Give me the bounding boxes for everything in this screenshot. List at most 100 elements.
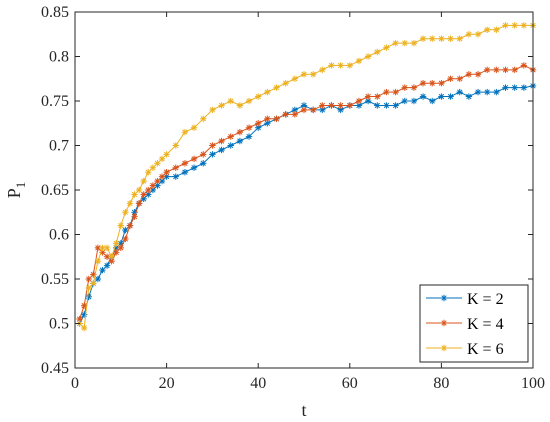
marker-stroke bbox=[484, 27, 490, 33]
data-point bbox=[511, 22, 518, 29]
marker-stroke bbox=[319, 67, 325, 73]
data-point bbox=[447, 35, 454, 42]
data-point bbox=[181, 169, 189, 176]
data-point bbox=[154, 177, 161, 185]
data-point bbox=[474, 71, 482, 78]
data-point bbox=[172, 142, 179, 149]
data-point bbox=[474, 88, 482, 96]
y-axis-label-subscript: 1 bbox=[13, 182, 28, 189]
marker-stroke bbox=[173, 142, 179, 149]
marker-stroke bbox=[163, 173, 170, 180]
marker-stroke bbox=[466, 93, 472, 100]
marker-stroke bbox=[493, 27, 500, 33]
data-point bbox=[383, 102, 390, 109]
marker-stroke bbox=[502, 22, 509, 29]
marker-stroke bbox=[392, 102, 399, 109]
marker-stroke bbox=[209, 142, 216, 149]
data-point bbox=[145, 186, 152, 194]
data-point bbox=[255, 93, 262, 100]
marker-stroke bbox=[447, 76, 454, 82]
marker-stroke bbox=[159, 156, 165, 162]
marker-stroke bbox=[145, 191, 151, 198]
data-point bbox=[264, 88, 271, 96]
marker-stroke bbox=[150, 165, 156, 171]
data-point bbox=[355, 97, 363, 105]
data-point bbox=[419, 35, 427, 42]
data-point bbox=[319, 102, 326, 109]
data-point bbox=[419, 80, 427, 87]
data-point bbox=[85, 275, 92, 283]
marker-stroke bbox=[392, 89, 399, 95]
marker-stroke bbox=[104, 245, 110, 251]
legend: K = 2 K = 4 K = 6 bbox=[419, 284, 529, 363]
marker-stroke bbox=[365, 93, 371, 100]
marker-stroke bbox=[438, 80, 445, 86]
data-point bbox=[374, 48, 381, 56]
x-tick-label: 20 bbox=[159, 375, 175, 392]
marker-stroke bbox=[337, 62, 344, 69]
data-point bbox=[346, 62, 353, 69]
marker-stroke bbox=[118, 240, 124, 247]
data-point bbox=[218, 146, 225, 154]
data-point bbox=[163, 169, 170, 176]
marker-stroke bbox=[136, 200, 142, 207]
data-point bbox=[282, 111, 289, 118]
data-point bbox=[163, 151, 170, 158]
data-point bbox=[85, 293, 92, 300]
data-point bbox=[140, 191, 147, 198]
marker-stroke bbox=[466, 71, 472, 77]
marker-stroke bbox=[122, 227, 129, 233]
data-point bbox=[383, 44, 390, 51]
y-tick-label: 0.65 bbox=[41, 182, 69, 199]
marker-stroke bbox=[191, 125, 197, 131]
marker-stroke bbox=[163, 151, 170, 158]
x-tick-label: 100 bbox=[521, 375, 545, 392]
data-point bbox=[103, 244, 111, 252]
marker-stroke bbox=[118, 245, 124, 251]
marker-stroke bbox=[328, 102, 335, 109]
data-point bbox=[401, 84, 408, 91]
data-point bbox=[410, 97, 418, 105]
data-point bbox=[447, 93, 454, 100]
data-point bbox=[103, 262, 111, 269]
marker-stroke bbox=[86, 276, 92, 282]
data-point bbox=[401, 39, 408, 47]
marker-stroke bbox=[127, 200, 133, 207]
data-point bbox=[154, 160, 161, 167]
marker-stroke bbox=[356, 102, 362, 109]
data-point bbox=[245, 133, 253, 140]
data-point bbox=[456, 88, 463, 96]
data-point bbox=[236, 102, 244, 109]
data-point bbox=[172, 164, 179, 171]
marker-stroke bbox=[209, 151, 216, 158]
data-point bbox=[209, 142, 216, 149]
marker-stroke bbox=[127, 222, 133, 229]
marker-stroke bbox=[218, 138, 225, 144]
data-point bbox=[108, 253, 115, 260]
data-point bbox=[158, 155, 166, 163]
data-point bbox=[520, 22, 528, 29]
data-point bbox=[135, 186, 143, 194]
marker-stroke bbox=[521, 62, 527, 69]
data-point bbox=[429, 97, 436, 105]
data-point bbox=[90, 280, 97, 287]
marker-stroke bbox=[429, 80, 435, 86]
marker-stroke bbox=[154, 182, 161, 189]
marker-stroke bbox=[81, 325, 87, 331]
data-point bbox=[410, 39, 418, 47]
marker-stroke bbox=[429, 98, 435, 104]
marker-stroke bbox=[441, 295, 447, 301]
marker-stroke bbox=[218, 102, 225, 109]
marker-stroke bbox=[209, 107, 216, 113]
marker-stroke bbox=[264, 89, 271, 95]
marker-stroke bbox=[493, 89, 500, 95]
marker-stroke bbox=[441, 345, 447, 351]
marker-stroke bbox=[512, 67, 518, 73]
data-point bbox=[108, 258, 115, 265]
marker-stroke bbox=[292, 111, 298, 118]
data-point bbox=[419, 93, 427, 100]
marker-stroke bbox=[356, 98, 362, 104]
data-point bbox=[126, 200, 134, 207]
x-tick-label: 0 bbox=[71, 375, 79, 392]
marker-stroke bbox=[328, 62, 335, 69]
